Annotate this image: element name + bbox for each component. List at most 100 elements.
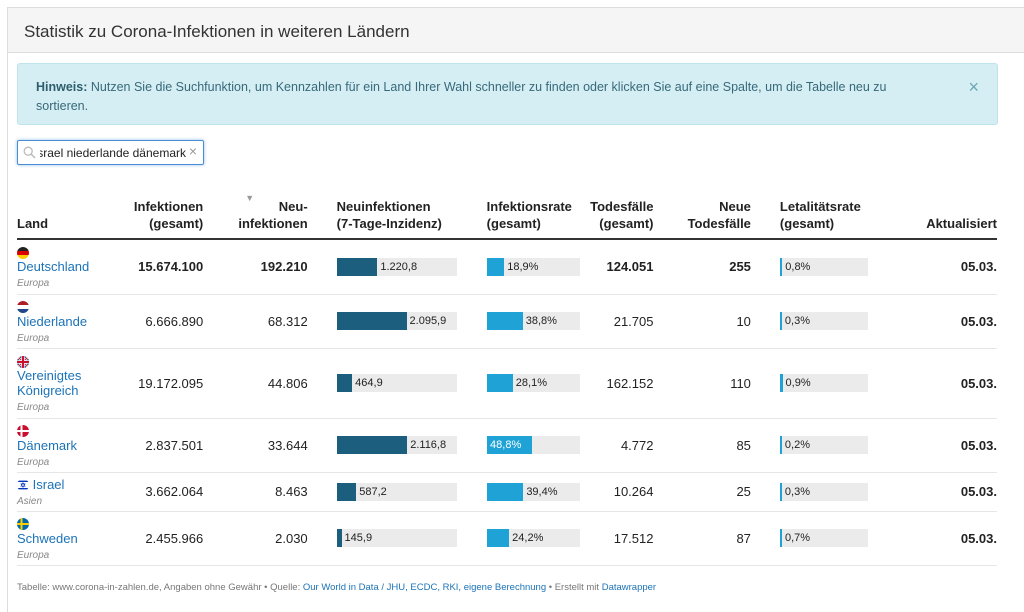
letal-label: 0,3% <box>784 315 810 327</box>
letal-bar <box>779 436 782 454</box>
rate-bar-track: 48,8% <box>486 436 580 454</box>
sort-down-icon: ▼ <box>245 193 255 203</box>
footer: Tabelle: www.corona-in-zahlen.de, Angabe… <box>17 582 657 593</box>
inzidenz-bar <box>336 436 408 454</box>
neue-todesfaelle-cell: 25 <box>653 472 751 512</box>
table-row: Schweden Europa 2.455.966 2.030 145,9 24… <box>17 511 997 566</box>
infektionen-cell: 2.455.966 <box>111 511 204 566</box>
hint-alert: Hinweis: Nutzen Sie die Suchfunktion, um… <box>17 63 998 125</box>
col-inzidenz[interactable]: Neuinfektionen (7-Tage-Inzidenz) <box>307 186 457 240</box>
table-row: Niederlande Europa 6.666.890 68.312 2.09… <box>17 294 997 349</box>
letal-bar-track: 0,2% <box>779 436 868 454</box>
infektionen-cell: 6.666.890 <box>111 294 204 349</box>
rate-label: 24,2% <box>512 532 544 544</box>
hint-text: Nutzen Sie die Suchfunktion, um Kennzahl… <box>36 80 887 113</box>
region: Asien <box>17 495 43 507</box>
col-letalitaet[interactable]: Letalitätsrate (gesamt) <box>750 186 901 240</box>
rate-cell: 38,8% <box>456 294 580 349</box>
aktualisiert-cell: 05.03. <box>900 239 997 295</box>
col-neuinfektionen[interactable]: ▼ Neu-infektionen <box>203 186 308 240</box>
todesfaelle-cell: 10.264 <box>579 472 654 512</box>
flag-il-icon <box>17 479 29 492</box>
inzidenz-label: 2.116,8 <box>410 439 447 451</box>
datawrapper-link[interactable]: Datawrapper <box>601 582 657 593</box>
inzidenz-label: 1.220,8 <box>380 260 418 273</box>
letal-label: 0,3% <box>784 485 810 498</box>
inzidenz-bar-track: 587,2 <box>336 482 457 501</box>
neuinfektionen-cell: 8.463 <box>203 472 308 512</box>
country-name[interactable]: Dänemark <box>17 437 77 453</box>
letal-bar <box>779 312 782 330</box>
search-box[interactable]: × <box>17 140 204 165</box>
letalitaet-cell: 0,3% <box>750 294 901 349</box>
neuinfektionen-cell: 2.030 <box>203 511 308 566</box>
search-input[interactable] <box>40 144 186 161</box>
todesfaelle-cell: 162.152 <box>579 348 654 419</box>
todesfaelle-cell: 21.705 <box>579 294 654 349</box>
country-name[interactable]: Vereinigtes Königreich <box>17 368 82 398</box>
todesfaelle-cell: 17.512 <box>579 511 654 566</box>
letal-label: 0,7% <box>784 532 811 544</box>
rate-cell: 24,2% <box>456 511 580 566</box>
rate-label: 38,8% <box>525 315 557 327</box>
close-icon[interactable]: × <box>968 77 979 97</box>
letal-label: 0,2% <box>784 439 810 451</box>
letalitaet-cell: 0,3% <box>750 472 901 512</box>
country-name[interactable]: Israel <box>32 476 65 492</box>
rate-label: 18,9% <box>507 260 539 273</box>
col-aktualisiert[interactable]: Aktualisiert <box>900 186 997 240</box>
country-name[interactable]: Schweden <box>17 530 78 546</box>
letalitaet-cell: 0,7% <box>750 511 901 566</box>
inzidenz-bar-track: 1.220,8 <box>336 257 457 276</box>
inzidenz-cell: 1.220,8 <box>307 239 457 295</box>
country-cell: Dänemark Europa <box>17 418 112 473</box>
letal-label: 0,8% <box>785 260 811 273</box>
table-row: Deutschland Europa 15.674.100 192.210 1.… <box>17 239 997 295</box>
neue-todesfaelle-cell: 85 <box>653 418 751 473</box>
neue-todesfaelle-cell: 255 <box>653 239 751 295</box>
col-infektionen[interactable]: Infektionen (gesamt) <box>111 186 204 240</box>
inzidenz-bar <box>336 257 378 276</box>
country-cell: Vereinigtes Königreich Europa <box>17 348 112 419</box>
inzidenz-bar-track: 2.116,8 <box>336 436 457 454</box>
flag-de-icon <box>17 246 29 259</box>
inzidenz-label: 145,9 <box>344 532 373 544</box>
inzidenz-cell: 2.116,8 <box>307 418 457 473</box>
inzidenz-cell: 587,2 <box>307 472 457 512</box>
inzidenz-bar-track: 2.095,9 <box>336 312 457 330</box>
flag-se-icon <box>17 518 29 531</box>
region: Europa <box>17 278 50 290</box>
country-cell: Niederlande Europa <box>17 294 112 349</box>
letal-bar <box>779 529 782 547</box>
country-table: Land Infektionen (gesamt) ▼ Neu-infektione… <box>17 186 997 566</box>
infektionen-cell: 3.662.064 <box>111 472 204 512</box>
rate-bar-track: 18,9% <box>486 257 580 276</box>
aktualisiert-cell: 05.03. <box>900 294 997 349</box>
neue-todesfaelle-cell: 10 <box>653 294 751 349</box>
letal-bar <box>779 374 783 392</box>
col-todesfaelle[interactable]: Todesfälle (gesamt) <box>579 186 654 240</box>
rate-label: 39,4% <box>526 485 558 498</box>
search-icon <box>23 146 36 159</box>
rate-bar <box>486 312 523 330</box>
letal-bar-track: 0,8% <box>779 257 868 276</box>
rate-bar <box>486 436 533 454</box>
col-land[interactable]: Land <box>17 186 112 240</box>
rate-bar-track: 39,4% <box>486 482 580 501</box>
letalitaet-cell: 0,9% <box>750 348 901 419</box>
clear-search-icon[interactable]: × <box>188 143 197 159</box>
infektionen-cell: 2.837.501 <box>111 418 204 473</box>
country-name[interactable]: Niederlande <box>17 313 88 329</box>
col-neue-todesfaelle[interactable]: Neue Todesfälle <box>653 186 751 240</box>
col-rate[interactable]: Infektionsrate (gesamt) <box>456 186 580 240</box>
country-name[interactable]: Deutschland <box>17 259 90 275</box>
source-link[interactable]: Our World in Data / JHU, ECDC, RKI, eige… <box>302 582 547 593</box>
letalitaet-cell: 0,2% <box>750 418 901 473</box>
infektionen-cell: 19.172.095 <box>111 348 204 419</box>
letalitaet-cell: 0,8% <box>750 239 901 295</box>
inzidenz-cell: 464,9 <box>307 348 457 419</box>
inzidenz-label: 2.095,9 <box>409 315 447 327</box>
aktualisiert-cell: 05.03. <box>900 511 997 566</box>
rate-bar <box>486 257 505 276</box>
letal-bar <box>779 257 783 276</box>
